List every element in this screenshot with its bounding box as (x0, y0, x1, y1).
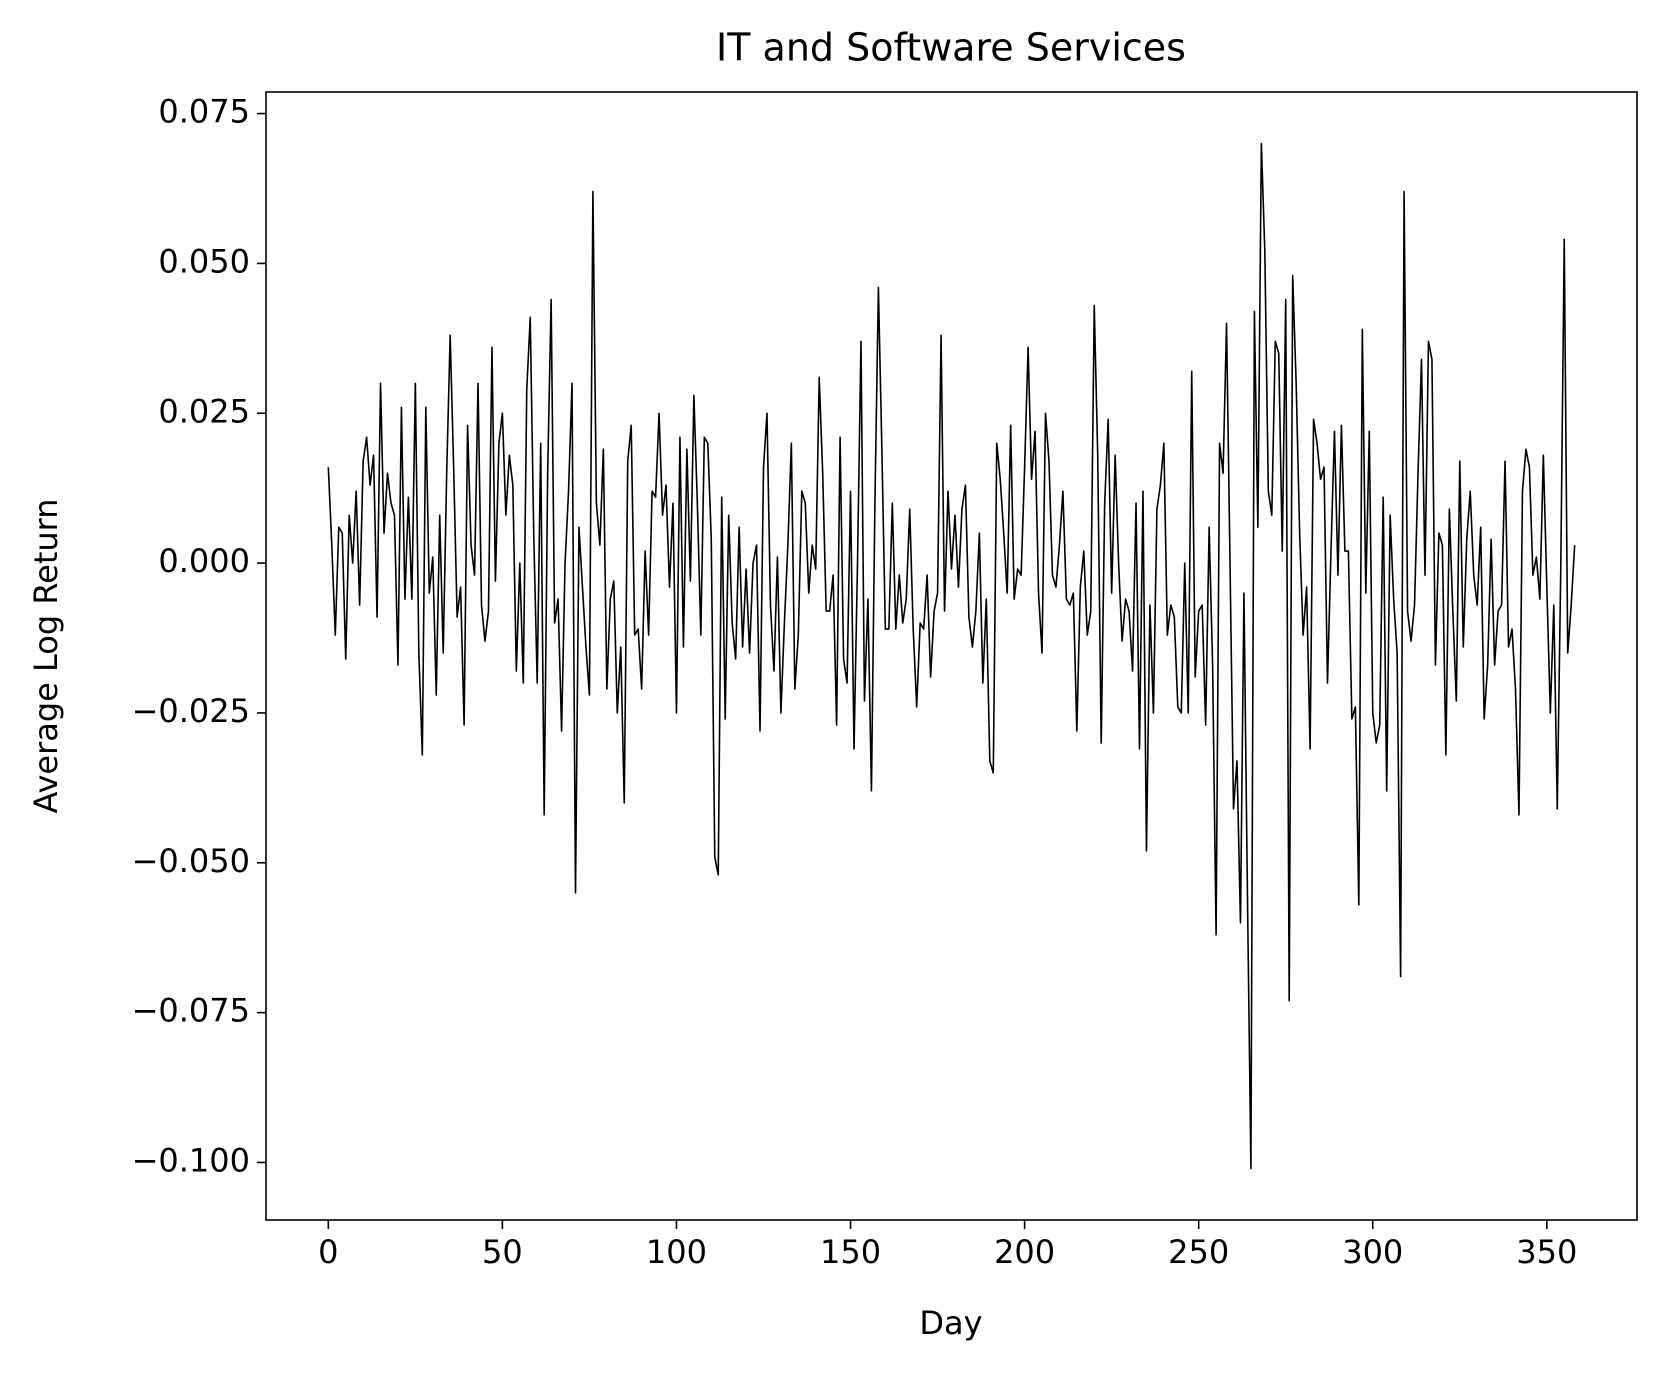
y-tick-label: −0.100 (132, 1141, 250, 1179)
y-tick-label: 0.025 (158, 392, 250, 430)
chart-title: IT and Software Services (716, 26, 1186, 70)
x-axis-label: Day (919, 1304, 982, 1342)
x-tick-label: 350 (1516, 1233, 1577, 1271)
x-tick-label: 100 (646, 1233, 707, 1271)
x-tick-label: 0 (318, 1233, 338, 1271)
line-series (327, 142, 1576, 1170)
x-tick-label: 250 (1168, 1233, 1229, 1271)
x-tick-label: 200 (994, 1233, 1055, 1271)
x-tick-label: 300 (1342, 1233, 1403, 1271)
y-tick-label: 0.075 (158, 93, 250, 131)
y-tick-label: 0.000 (158, 542, 250, 580)
y-tick-label: −0.050 (132, 842, 250, 880)
plot-frame (265, 91, 1638, 1221)
y-tick-label: −0.075 (132, 992, 250, 1030)
x-tick-label: 50 (482, 1233, 523, 1271)
x-tick-label: 150 (820, 1233, 881, 1271)
y-tick-label: 0.050 (158, 242, 250, 280)
y-tick-label: −0.025 (132, 692, 250, 730)
y-axis-label: Average Log Return (27, 498, 65, 813)
